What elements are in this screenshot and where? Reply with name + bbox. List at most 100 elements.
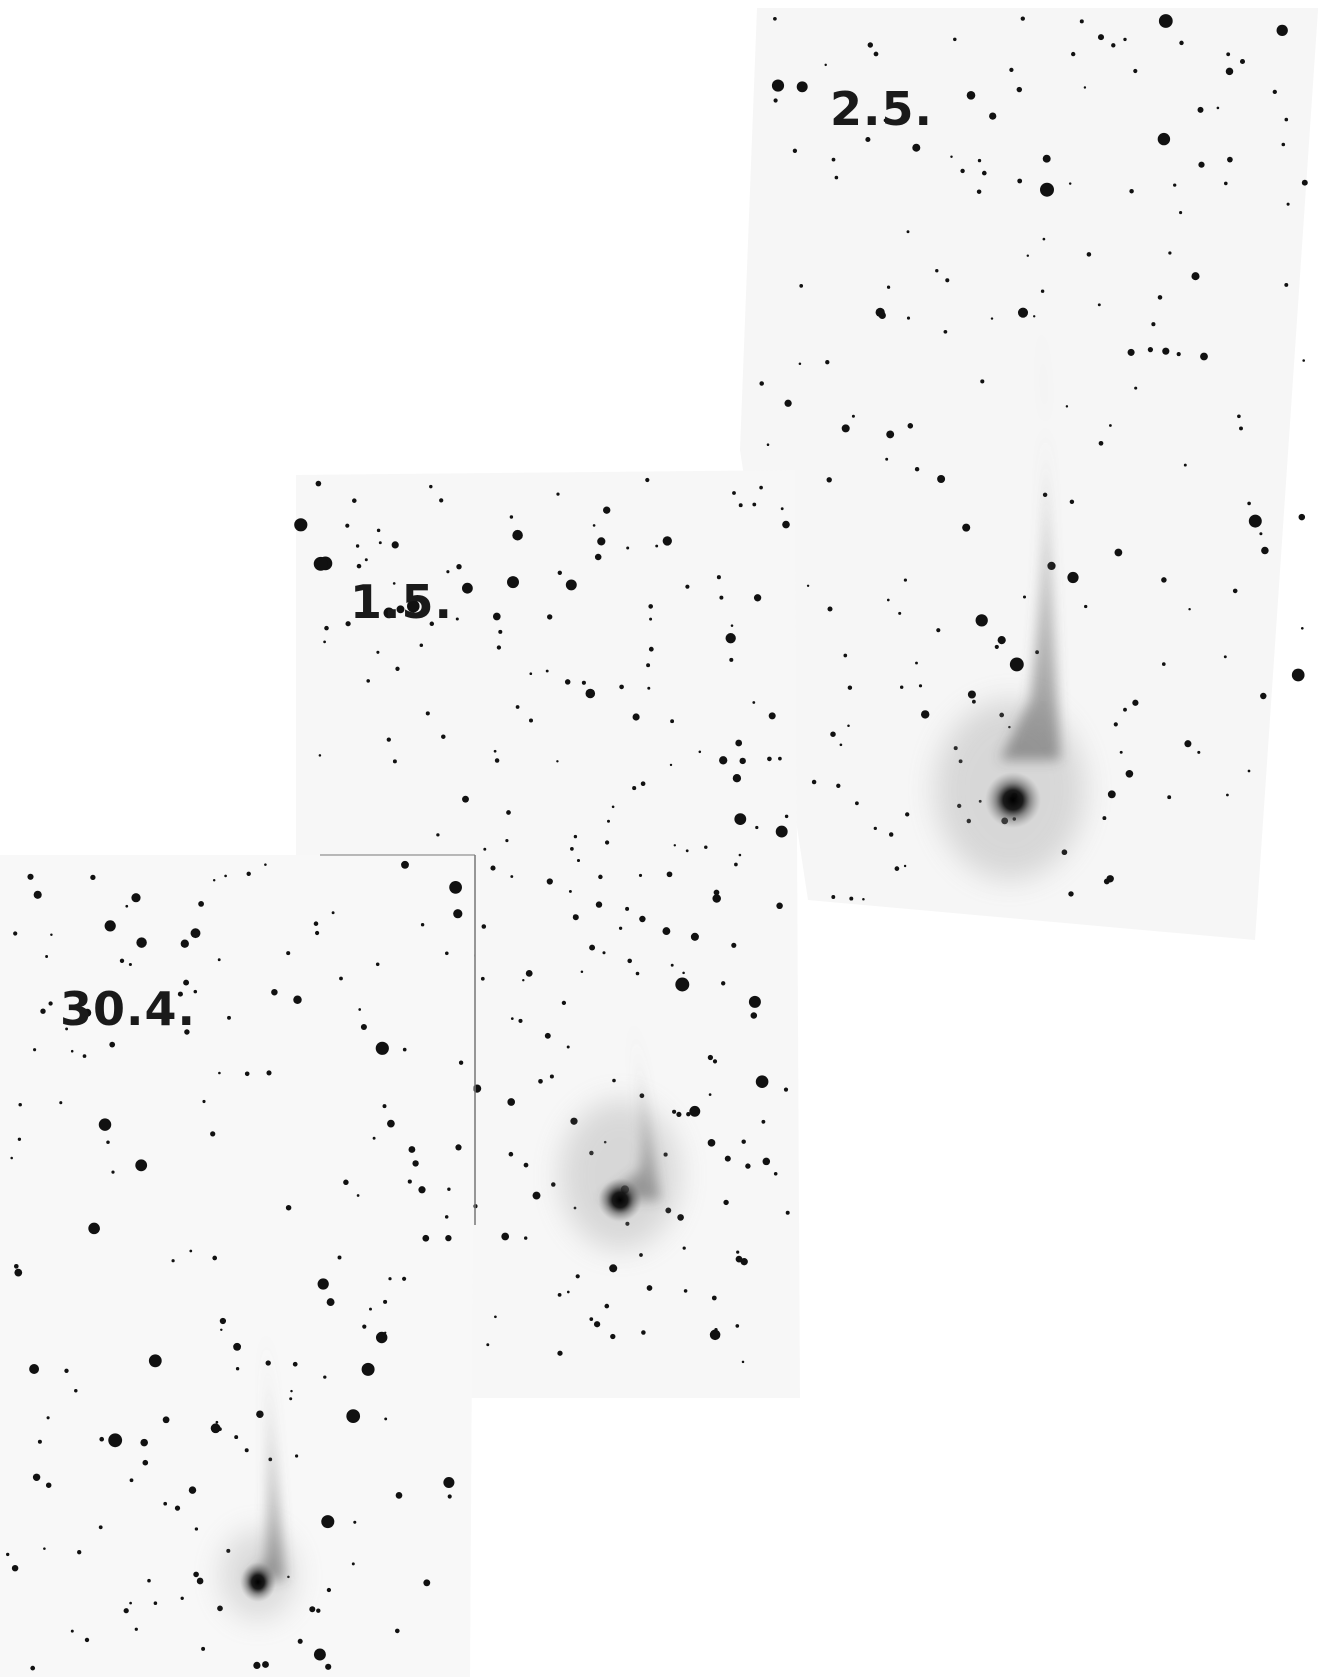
star xyxy=(1151,322,1156,327)
star xyxy=(1216,106,1220,110)
star xyxy=(604,840,610,845)
star xyxy=(316,1608,321,1613)
star xyxy=(262,1661,269,1668)
star xyxy=(244,1071,250,1077)
star xyxy=(90,874,96,881)
star xyxy=(1276,24,1288,37)
star xyxy=(82,1054,87,1058)
star xyxy=(212,879,216,882)
star xyxy=(843,653,848,658)
star xyxy=(106,1140,110,1144)
star xyxy=(935,269,939,273)
star xyxy=(741,1139,746,1144)
star xyxy=(524,1236,528,1240)
star xyxy=(662,927,671,936)
star xyxy=(841,424,850,433)
star xyxy=(570,1117,578,1125)
star xyxy=(1198,161,1205,168)
star xyxy=(907,423,914,429)
star xyxy=(108,1433,123,1448)
panel-30-4: 30.4. xyxy=(0,854,476,1677)
star xyxy=(318,754,322,757)
star xyxy=(735,739,743,747)
star xyxy=(362,1324,367,1329)
star xyxy=(510,875,514,878)
star xyxy=(945,278,950,283)
star xyxy=(847,685,853,690)
star xyxy=(1071,51,1076,57)
star xyxy=(962,523,971,532)
star xyxy=(253,1661,261,1669)
star xyxy=(639,915,646,923)
star xyxy=(785,1210,790,1215)
star xyxy=(345,523,350,528)
star xyxy=(1040,182,1054,197)
star xyxy=(492,612,501,621)
star xyxy=(119,958,125,963)
star xyxy=(670,719,675,724)
star xyxy=(1068,891,1074,897)
star xyxy=(33,1048,37,1052)
star xyxy=(1114,548,1123,557)
star xyxy=(407,599,420,613)
star xyxy=(271,988,278,996)
star xyxy=(626,546,630,550)
star xyxy=(1232,588,1238,594)
star xyxy=(220,1328,223,1332)
star xyxy=(888,832,894,837)
star xyxy=(894,866,900,871)
star xyxy=(136,937,147,948)
star xyxy=(419,643,424,648)
star xyxy=(950,155,953,158)
star xyxy=(847,724,850,727)
star xyxy=(496,645,502,650)
star xyxy=(13,931,18,936)
star xyxy=(361,1362,375,1376)
star xyxy=(603,506,611,514)
star xyxy=(1133,68,1138,74)
panel-2-5-plate xyxy=(740,8,1318,940)
star xyxy=(125,904,129,908)
star xyxy=(598,874,603,880)
star xyxy=(493,749,497,753)
star xyxy=(918,684,923,688)
star xyxy=(212,1255,218,1261)
star xyxy=(383,1331,387,1335)
star xyxy=(418,1186,426,1194)
star xyxy=(387,1119,395,1128)
star xyxy=(456,564,462,570)
star xyxy=(315,930,320,936)
star xyxy=(649,617,653,621)
star xyxy=(455,1144,462,1151)
star xyxy=(855,801,859,806)
star xyxy=(1111,43,1116,48)
star xyxy=(292,1361,298,1367)
star xyxy=(761,1119,766,1124)
star xyxy=(873,826,877,831)
star xyxy=(372,1136,376,1140)
star xyxy=(670,963,674,967)
star xyxy=(462,795,469,803)
star xyxy=(1158,14,1173,28)
star xyxy=(735,1324,740,1328)
star xyxy=(429,484,433,489)
star xyxy=(989,112,997,120)
star xyxy=(886,285,891,289)
star xyxy=(1147,346,1154,353)
star xyxy=(1127,348,1135,356)
star xyxy=(293,995,302,1005)
star xyxy=(1134,386,1138,390)
star xyxy=(994,644,999,649)
star xyxy=(532,1191,541,1200)
star xyxy=(834,175,839,180)
star xyxy=(1225,67,1234,76)
star xyxy=(886,430,895,439)
star xyxy=(210,1423,221,1434)
star xyxy=(128,962,132,967)
star xyxy=(1284,117,1289,122)
star xyxy=(1129,188,1134,194)
star xyxy=(234,1435,239,1440)
star xyxy=(799,284,804,288)
star xyxy=(655,544,659,548)
